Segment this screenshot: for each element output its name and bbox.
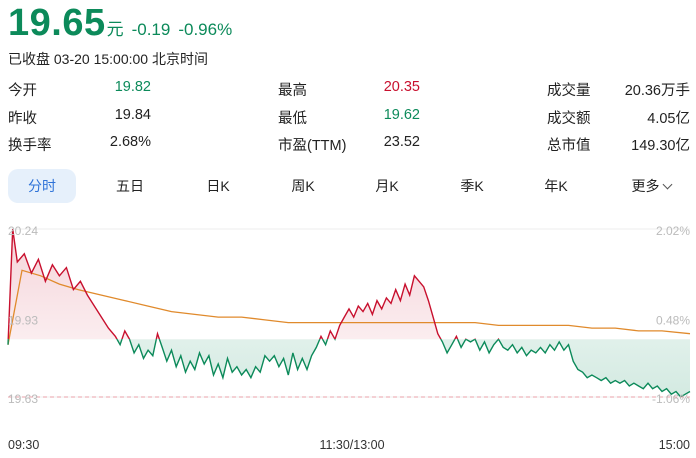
price-line-down bbox=[7, 339, 691, 398]
stats-grid: 今开 19.82 最高 20.35 成交量 20.36万手 昨收 19.84 最… bbox=[0, 79, 696, 159]
intraday-chart: 20.24 19.93 19.63 2.02% 0.48% -1.06% 09:30 11:3… bbox=[7, 224, 691, 452]
tab-quarterly-k[interactable]: 季K bbox=[460, 178, 484, 194]
stat-label-turnover: 成交额 bbox=[547, 111, 591, 127]
stat-value-prev-close: 19.84 bbox=[114, 107, 151, 123]
market-status: 已收盘 03-20 15:00:00 北京时间 bbox=[8, 51, 208, 67]
x-tick-label: 15:00 bbox=[659, 438, 690, 452]
tab-intraday[interactable]: 分时 bbox=[8, 169, 76, 203]
stat-label-turnover-rate: 换手率 bbox=[8, 138, 52, 154]
tab-more-label: 更多 bbox=[631, 178, 660, 194]
tab-weekly-k[interactable]: 周K bbox=[291, 178, 315, 194]
stat-value-open: 19.82 bbox=[114, 79, 151, 95]
current-price: 19.65 bbox=[8, 2, 106, 44]
y-tick-label: 19.63 bbox=[8, 392, 38, 406]
stat-value-high: 20.35 bbox=[383, 79, 420, 95]
price-area-down bbox=[8, 339, 690, 397]
price-change-percent: -0.96% bbox=[178, 20, 233, 39]
stat-value-turnover: 4.05亿 bbox=[647, 111, 690, 127]
x-tick-label: 09:30 bbox=[8, 438, 39, 452]
price-line-up bbox=[7, 228, 500, 340]
stat-label-low: 最低 bbox=[278, 111, 307, 127]
stat-label-open: 今开 bbox=[8, 83, 37, 99]
price-header: 19.65 元 -0.19 -0.96% bbox=[8, 0, 232, 46]
stat-value-market-cap: 149.30亿 bbox=[631, 138, 690, 154]
stat-label-volume: 成交量 bbox=[547, 83, 591, 99]
y-tick-label-pct: 2.02% bbox=[656, 224, 690, 238]
tab-five-day[interactable]: 五日 bbox=[116, 178, 144, 194]
tab-more[interactable]: 更多 bbox=[622, 169, 680, 203]
stat-label-prev-close: 昨收 bbox=[8, 111, 37, 127]
y-tick-label: 20.24 bbox=[8, 224, 38, 238]
y-tick-label-pct: -1.06% bbox=[652, 392, 690, 406]
y-tick-label: 19.93 bbox=[8, 313, 38, 327]
stat-value-pe: 23.52 bbox=[383, 134, 420, 150]
stat-value-low: 19.62 bbox=[383, 107, 420, 123]
stat-value-turnover-rate: 2.68% bbox=[109, 134, 151, 150]
x-tick-label: 11:30/13:00 bbox=[319, 438, 384, 452]
tab-monthly-k[interactable]: 月K bbox=[375, 178, 399, 194]
price-change: -0.19 bbox=[131, 20, 171, 39]
price-area-up bbox=[8, 229, 458, 340]
average-price-line bbox=[7, 269, 691, 345]
chevron-down-icon bbox=[662, 179, 672, 190]
stat-label-market-cap: 总市值 bbox=[547, 138, 591, 154]
stat-label-pe: 市盈(TTM) bbox=[278, 138, 347, 154]
stat-value-volume: 20.36万手 bbox=[624, 83, 690, 99]
price-unit: 元 bbox=[106, 20, 124, 39]
period-tabs: 分时 五日 日K 周K 月K 季K 年K 更多 bbox=[0, 169, 696, 203]
stat-label-high: 最高 bbox=[278, 83, 307, 99]
tab-daily-k[interactable]: 日K bbox=[206, 178, 230, 194]
y-tick-label-pct: 0.48% bbox=[656, 313, 690, 327]
tab-yearly-k[interactable]: 年K bbox=[544, 178, 568, 194]
